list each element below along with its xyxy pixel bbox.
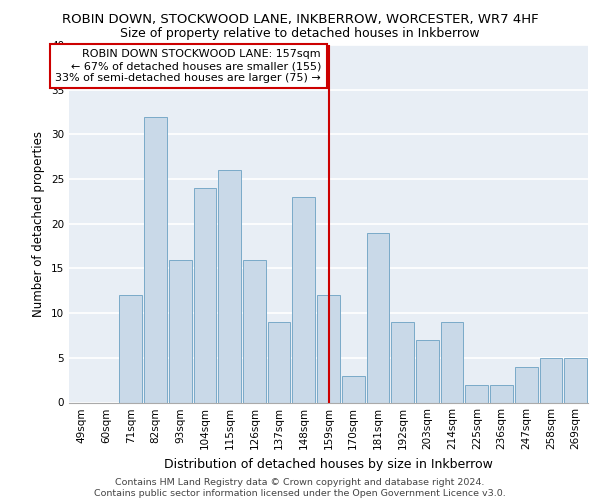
Bar	[119, 295, 142, 403]
Bar	[218, 170, 241, 402]
Bar	[194, 188, 216, 402]
Bar	[268, 322, 290, 402]
Bar	[515, 367, 538, 402]
Text: Size of property relative to detached houses in Inkberrow: Size of property relative to detached ho…	[120, 28, 480, 40]
Bar	[169, 260, 191, 402]
Bar	[416, 340, 439, 402]
Bar	[466, 384, 488, 402]
Bar	[144, 116, 167, 403]
Bar	[564, 358, 587, 403]
Bar	[490, 384, 513, 402]
Bar	[391, 322, 414, 402]
Bar	[317, 295, 340, 403]
Y-axis label: Number of detached properties: Number of detached properties	[32, 130, 46, 317]
X-axis label: Distribution of detached houses by size in Inkberrow: Distribution of detached houses by size …	[164, 458, 493, 471]
Bar	[342, 376, 365, 402]
Bar	[243, 260, 266, 402]
Bar	[441, 322, 463, 402]
Bar	[292, 197, 315, 402]
Bar	[539, 358, 562, 403]
Bar	[367, 232, 389, 402]
Text: Contains HM Land Registry data © Crown copyright and database right 2024.
Contai: Contains HM Land Registry data © Crown c…	[94, 478, 506, 498]
Text: ROBIN DOWN, STOCKWOOD LANE, INKBERROW, WORCESTER, WR7 4HF: ROBIN DOWN, STOCKWOOD LANE, INKBERROW, W…	[62, 12, 538, 26]
Text: ROBIN DOWN STOCKWOOD LANE: 157sqm
← 67% of detached houses are smaller (155)
33%: ROBIN DOWN STOCKWOOD LANE: 157sqm ← 67% …	[55, 50, 321, 82]
